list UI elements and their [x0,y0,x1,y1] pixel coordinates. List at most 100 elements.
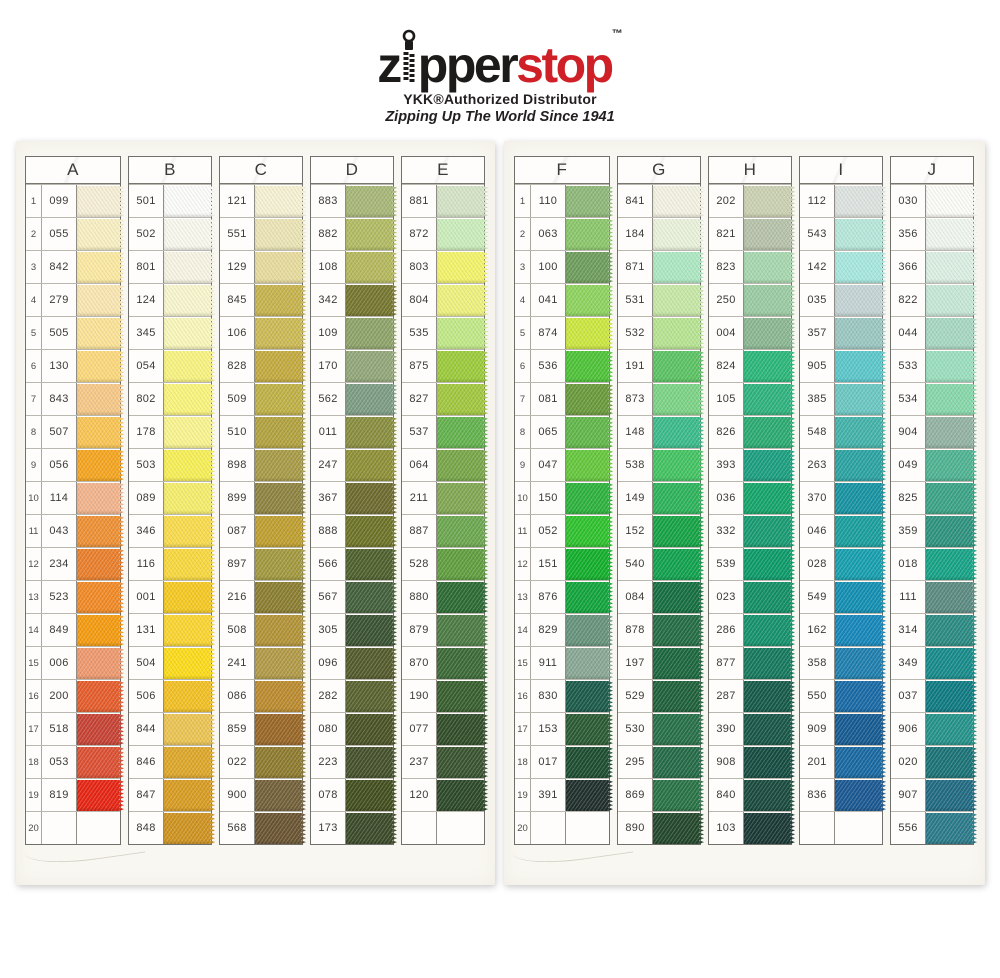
zipper-swatch-I-8 [835,417,886,448]
row-B-1: 501 [129,184,211,217]
row-number: 8 [515,416,531,448]
column-header-D: D [311,157,393,184]
row-G-2: 184 [618,217,700,250]
row-D-4: 342 [311,283,393,316]
row-J-20: 556 [891,811,973,844]
swatch-cell [653,251,700,283]
zipper-swatch-B-8 [164,417,215,448]
row-J-5: 044 [891,316,973,349]
color-code: 100 [531,251,566,283]
color-code: 149 [618,482,653,514]
color-code: 036 [709,482,744,514]
color-code: 041 [531,284,566,316]
swatch-cell [77,482,120,514]
color-code: 841 [618,185,653,217]
row-number: 2 [515,218,531,250]
row-A-19: 19 819 [26,778,120,811]
row-G-14: 878 [618,613,700,646]
color-code: 507 [42,416,77,448]
row-G-3: 871 [618,250,700,283]
swatch-cell [77,680,120,712]
swatch-cell [835,383,882,415]
zipper-swatch-C-16 [255,681,306,712]
row-D-10: 367 [311,481,393,514]
color-code: 111 [891,581,926,613]
row-F-1: 1 110 [515,184,609,217]
swatch-cell [835,680,882,712]
swatch-cell [255,185,302,217]
color-code: 023 [709,581,744,613]
zipper-swatch-G-15 [653,648,704,679]
zipper-swatch-C-4 [255,285,306,316]
zipper-swatch-I-18 [835,747,886,778]
row-F-17: 17 153 [515,712,609,745]
row-D-19: 078 [311,778,393,811]
swatch-cell [346,515,393,547]
row-B-4: 124 [129,283,211,316]
color-code: 356 [891,218,926,250]
brand-z: z [377,37,402,93]
row-H-13: 023 [709,580,791,613]
zipper-swatch-G-19 [653,780,704,811]
row-J-12: 018 [891,547,973,580]
swatch-cell [744,482,791,514]
zipper-swatch-I-15 [835,648,886,679]
zipper-swatch-D-11 [346,516,397,547]
color-code: 223 [311,746,346,778]
color-code: 830 [531,680,566,712]
swatch-cell [346,779,393,811]
swatch-cell [255,482,302,514]
color-code: 263 [800,449,835,481]
zipper-swatch-D-8 [346,417,397,448]
column-header-E: E [402,157,484,184]
row-C-4: 845 [220,283,302,316]
row-number: 19 [515,779,531,811]
column-block-D: D 883 882 108 342 109 170 562 011 247 367 888 566 567… [310,156,394,845]
zipper-swatch-E-8 [437,417,488,448]
row-B-11: 346 [129,514,211,547]
row-E-5: 535 [402,316,484,349]
zipper-swatch-F-14 [566,615,613,646]
row-G-8: 148 [618,415,700,448]
column-header-C: C [220,157,302,184]
zipper-swatch-C-20 [255,813,306,844]
color-code: 503 [129,449,164,481]
swatch-cell [255,218,302,250]
row-H-15: 877 [709,646,791,679]
row-number: 6 [26,350,42,382]
color-code: 191 [618,350,653,382]
swatch-cell [346,482,393,514]
row-F-14: 14 829 [515,613,609,646]
color-code: 847 [129,779,164,811]
swatch-cell [164,185,211,217]
color-code: 114 [42,482,77,514]
color-code: 873 [618,383,653,415]
color-code: 129 [220,251,255,283]
zipper-swatch-A-16 [77,681,124,712]
row-number: 11 [26,515,42,547]
color-code: 241 [220,647,255,679]
zipper-swatch-J-11 [926,516,977,547]
color-code: 819 [42,779,77,811]
swatch-cell [164,383,211,415]
swatch-cell [437,581,484,613]
row-D-1: 883 [311,184,393,217]
color-code: 549 [800,581,835,613]
row-F-11: 11 052 [515,514,609,547]
row-A-2: 2 055 [26,217,120,250]
color-code: 078 [311,779,346,811]
color-code: 543 [800,218,835,250]
row-F-3: 3 100 [515,250,609,283]
row-E-10: 211 [402,481,484,514]
swatch-cell [744,383,791,415]
color-code: 047 [531,449,566,481]
row-C-13: 216 [220,580,302,613]
zipper-swatch-B-6 [164,351,215,382]
row-H-1: 202 [709,184,791,217]
row-B-16: 506 [129,679,211,712]
row-I-6: 905 [800,349,882,382]
swatch-cell [437,680,484,712]
color-code: 904 [891,416,926,448]
color-code: 357 [800,317,835,349]
